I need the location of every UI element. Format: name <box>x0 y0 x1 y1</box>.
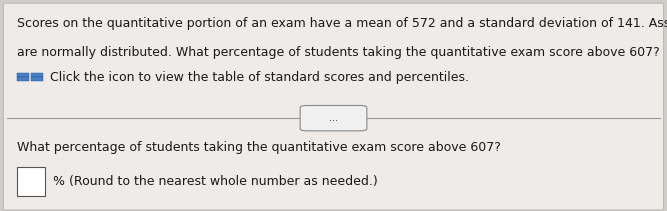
FancyBboxPatch shape <box>31 77 43 81</box>
Text: Scores on the quantitative portion of an exam have a mean of 572 and a standard : Scores on the quantitative portion of an… <box>17 17 667 30</box>
Text: are normally distributed. What percentage of students taking the quantitative ex: are normally distributed. What percentag… <box>17 46 660 60</box>
FancyBboxPatch shape <box>300 106 367 131</box>
Text: ...: ... <box>329 113 338 123</box>
Text: % (Round to the nearest whole number as needed.): % (Round to the nearest whole number as … <box>53 175 378 188</box>
FancyBboxPatch shape <box>17 73 29 77</box>
FancyBboxPatch shape <box>17 77 29 81</box>
FancyBboxPatch shape <box>3 3 664 210</box>
Text: What percentage of students taking the quantitative exam score above 607?: What percentage of students taking the q… <box>17 141 500 154</box>
FancyBboxPatch shape <box>31 73 43 77</box>
Text: Click the icon to view the table of standard scores and percentiles.: Click the icon to view the table of stan… <box>50 71 469 84</box>
FancyBboxPatch shape <box>17 167 45 196</box>
